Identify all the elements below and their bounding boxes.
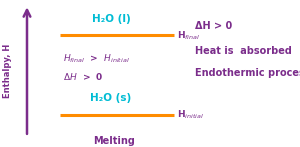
- Text: H₂O (s): H₂O (s): [90, 93, 132, 103]
- Text: Enthalpy, H: Enthalpy, H: [3, 43, 12, 98]
- Text: $\Delta H$  >  0: $\Delta H$ > 0: [63, 71, 104, 82]
- Text: $H_{final}$  >  $H_{initial}$: $H_{final}$ > $H_{initial}$: [63, 52, 130, 65]
- Text: H$_{initial}$: H$_{initial}$: [177, 108, 204, 121]
- Text: H₂O (l): H₂O (l): [92, 14, 130, 24]
- Text: Melting: Melting: [93, 136, 135, 146]
- Text: Heat is  absorbed: Heat is absorbed: [195, 46, 292, 56]
- Text: Endothermic process: Endothermic process: [195, 69, 300, 78]
- Text: H$_{final}$: H$_{final}$: [177, 29, 200, 42]
- Text: ΔH > 0: ΔH > 0: [195, 21, 232, 31]
